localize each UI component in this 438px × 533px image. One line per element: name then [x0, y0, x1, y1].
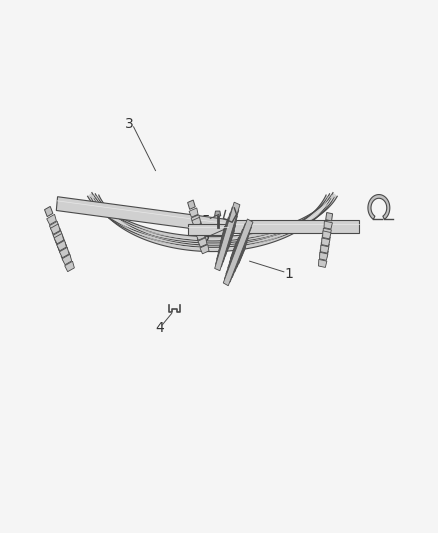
Polygon shape: [230, 242, 246, 264]
Polygon shape: [57, 242, 67, 253]
Polygon shape: [94, 195, 331, 252]
Polygon shape: [224, 223, 251, 282]
Polygon shape: [368, 195, 390, 220]
Polygon shape: [215, 202, 240, 271]
Polygon shape: [55, 235, 64, 246]
Polygon shape: [194, 224, 203, 233]
Polygon shape: [52, 228, 62, 239]
Text: 3: 3: [125, 117, 134, 131]
Polygon shape: [323, 231, 331, 239]
Polygon shape: [321, 245, 329, 253]
Polygon shape: [324, 221, 332, 229]
Polygon shape: [320, 249, 328, 257]
Polygon shape: [228, 220, 359, 233]
Polygon shape: [189, 208, 198, 217]
Text: 1: 1: [285, 268, 293, 281]
Polygon shape: [326, 213, 332, 221]
Polygon shape: [200, 245, 209, 254]
Polygon shape: [319, 252, 328, 260]
Polygon shape: [191, 215, 200, 224]
Polygon shape: [187, 200, 195, 209]
Text: 4: 4: [155, 321, 164, 335]
Polygon shape: [233, 248, 243, 259]
Polygon shape: [215, 211, 221, 216]
Polygon shape: [215, 207, 239, 267]
Polygon shape: [196, 231, 205, 240]
Polygon shape: [318, 260, 327, 268]
Text: 5: 5: [201, 214, 210, 228]
Polygon shape: [228, 234, 248, 272]
Polygon shape: [49, 221, 59, 232]
Polygon shape: [220, 227, 234, 247]
Polygon shape: [54, 233, 64, 244]
Polygon shape: [61, 252, 71, 262]
Polygon shape: [195, 228, 204, 238]
Polygon shape: [62, 254, 72, 265]
Polygon shape: [193, 222, 202, 231]
Polygon shape: [60, 247, 69, 258]
Text: 6: 6: [201, 230, 210, 244]
Polygon shape: [322, 236, 330, 244]
Polygon shape: [226, 229, 250, 278]
Polygon shape: [50, 224, 60, 235]
Polygon shape: [217, 213, 237, 262]
Polygon shape: [88, 192, 337, 243]
Polygon shape: [223, 219, 253, 286]
Polygon shape: [198, 238, 207, 247]
Polygon shape: [57, 197, 228, 233]
Polygon shape: [47, 214, 57, 225]
Polygon shape: [91, 194, 334, 247]
Polygon shape: [222, 233, 232, 242]
Polygon shape: [197, 235, 206, 245]
Polygon shape: [192, 217, 201, 227]
Polygon shape: [57, 240, 67, 251]
Polygon shape: [45, 206, 53, 216]
Polygon shape: [58, 245, 68, 255]
Polygon shape: [219, 222, 236, 252]
Polygon shape: [321, 238, 330, 246]
Polygon shape: [188, 224, 228, 235]
Polygon shape: [321, 243, 329, 251]
Polygon shape: [53, 231, 63, 241]
Polygon shape: [65, 261, 74, 272]
Polygon shape: [229, 237, 247, 267]
Polygon shape: [218, 217, 237, 256]
Polygon shape: [56, 238, 65, 248]
Polygon shape: [323, 228, 332, 236]
